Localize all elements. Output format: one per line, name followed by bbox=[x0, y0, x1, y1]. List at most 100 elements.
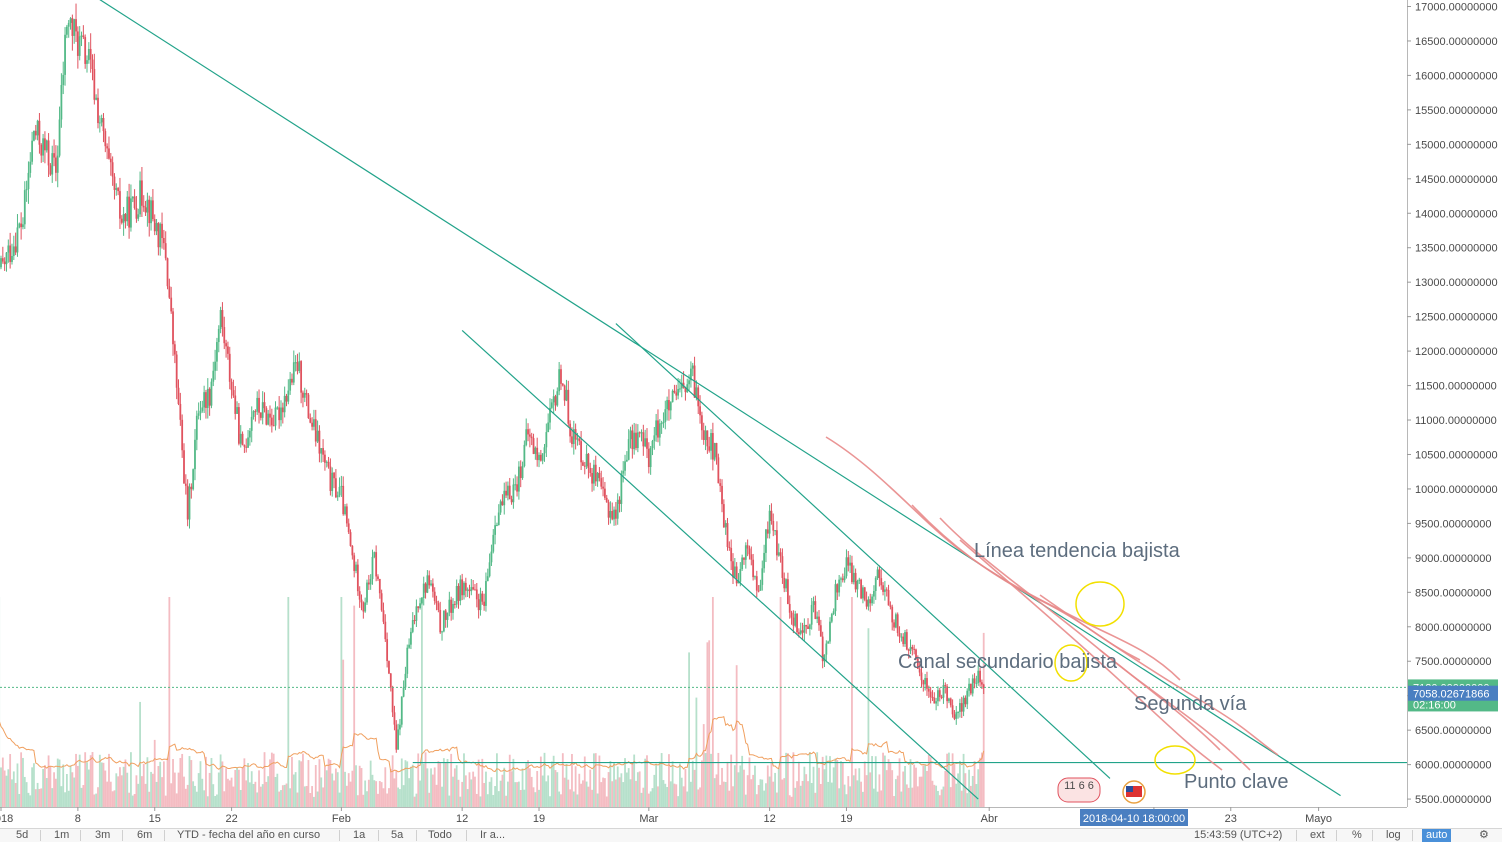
chart-annotation: Punto clave bbox=[1184, 771, 1289, 793]
candle bbox=[196, 411, 198, 451]
ext-toggle[interactable]: ext bbox=[1308, 829, 1327, 842]
candle bbox=[194, 429, 196, 480]
volume-bar bbox=[811, 783, 813, 807]
candle bbox=[763, 545, 765, 573]
candle bbox=[933, 692, 935, 703]
candle bbox=[112, 156, 114, 185]
volume-bar bbox=[864, 762, 866, 807]
range-1m-button[interactable]: 1m bbox=[52, 829, 71, 842]
candle bbox=[170, 287, 172, 314]
volume-bar bbox=[276, 774, 278, 807]
volume-bar bbox=[247, 763, 249, 807]
candle bbox=[480, 588, 482, 616]
candle bbox=[22, 217, 24, 229]
candle bbox=[110, 153, 112, 176]
goto-date-button[interactable]: Ir a... bbox=[478, 829, 507, 842]
volume-bar bbox=[11, 779, 13, 807]
volume-bar bbox=[622, 782, 624, 807]
candle bbox=[48, 133, 50, 177]
candle bbox=[505, 482, 507, 498]
candle bbox=[298, 352, 300, 373]
volume-bar bbox=[670, 781, 672, 807]
volume-bar bbox=[99, 755, 101, 807]
candle bbox=[324, 450, 326, 470]
trendline-lower-channel[interactable] bbox=[462, 330, 978, 799]
volume-bar bbox=[447, 759, 449, 807]
range-5d-button[interactable]: 5d bbox=[14, 829, 30, 842]
volume-bar bbox=[743, 770, 745, 807]
candle bbox=[337, 492, 339, 501]
volume-bar bbox=[222, 761, 224, 807]
volume-bar bbox=[183, 777, 185, 807]
candle bbox=[366, 580, 368, 605]
volume-bar bbox=[125, 759, 127, 807]
volume-bar bbox=[642, 788, 644, 807]
candle bbox=[231, 379, 233, 399]
volume-bar bbox=[245, 780, 247, 807]
candle bbox=[782, 548, 784, 584]
highlight-circle bbox=[1076, 582, 1124, 626]
volume-bar bbox=[110, 782, 112, 807]
candle bbox=[99, 115, 101, 132]
volume-bar bbox=[849, 786, 851, 807]
volume-bar bbox=[335, 769, 337, 807]
volume-bar bbox=[805, 774, 807, 807]
range-all-button[interactable]: Todo bbox=[426, 829, 454, 842]
time-tick-label: Abr bbox=[981, 813, 998, 825]
log-toggle[interactable]: log bbox=[1384, 829, 1403, 842]
candle bbox=[932, 690, 934, 701]
volume-bar bbox=[13, 771, 15, 807]
volume-bar bbox=[613, 762, 615, 807]
volume-bar bbox=[644, 759, 646, 807]
candle bbox=[370, 574, 372, 590]
gear-icon[interactable]: ⚙ bbox=[1477, 829, 1491, 842]
flag-icon[interactable] bbox=[1123, 781, 1145, 803]
candle bbox=[749, 546, 751, 560]
candle bbox=[15, 233, 17, 255]
volume-bar bbox=[529, 768, 531, 807]
range-ytd-button[interactable]: YTD - fecha del año en curso bbox=[175, 829, 322, 842]
candle bbox=[882, 582, 884, 595]
volume-bar bbox=[719, 785, 721, 807]
cursor-price-badge: 7058.02671866 bbox=[1408, 686, 1498, 701]
range-6m-button[interactable]: 6m bbox=[135, 829, 154, 842]
candle bbox=[630, 427, 632, 449]
candle bbox=[218, 325, 220, 352]
event-badge[interactable]: 11 6 6 bbox=[1058, 778, 1100, 802]
candle bbox=[708, 437, 710, 453]
volume-bar bbox=[776, 793, 778, 807]
candle bbox=[653, 427, 655, 450]
volume-bar bbox=[17, 763, 19, 807]
time-tick-label: 12 bbox=[763, 813, 775, 825]
candle bbox=[694, 357, 696, 398]
volume-bar bbox=[595, 753, 597, 807]
range-3m-button[interactable]: 3m bbox=[93, 829, 112, 842]
volume-bar bbox=[92, 752, 94, 807]
volume-bar bbox=[600, 782, 602, 807]
candle bbox=[333, 472, 335, 488]
range-5y-button[interactable]: 5a bbox=[389, 829, 405, 842]
candle bbox=[487, 569, 489, 582]
volume-bar bbox=[831, 783, 833, 807]
candle bbox=[888, 585, 890, 606]
candle bbox=[205, 390, 207, 419]
volume-bar bbox=[419, 781, 421, 807]
candle bbox=[791, 611, 793, 625]
percent-toggle[interactable]: % bbox=[1350, 829, 1364, 842]
candle bbox=[229, 347, 231, 389]
volume-bar bbox=[503, 768, 505, 807]
volume-bar bbox=[430, 768, 432, 807]
volume-bar bbox=[405, 760, 407, 807]
candle bbox=[320, 448, 322, 463]
volume-bar bbox=[573, 792, 575, 807]
candle bbox=[582, 460, 584, 466]
volume-bar bbox=[20, 752, 22, 807]
candle bbox=[46, 140, 48, 153]
candle bbox=[750, 546, 752, 565]
candle bbox=[502, 494, 504, 506]
volume-bar bbox=[315, 765, 317, 807]
auto-toggle[interactable]: auto bbox=[1422, 829, 1451, 842]
range-1y-button[interactable]: 1a bbox=[351, 829, 367, 842]
candle bbox=[445, 609, 447, 628]
